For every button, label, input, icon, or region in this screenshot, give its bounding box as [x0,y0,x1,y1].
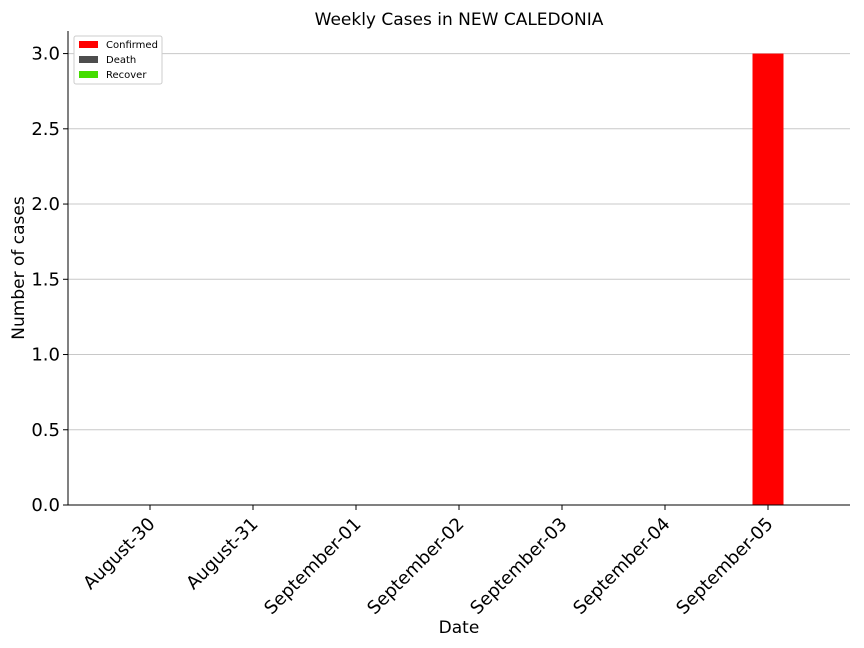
y-tick-label: 2.0 [31,194,60,215]
chart-title: Weekly Cases in NEW CALEDONIA [315,10,604,30]
legend: Confirmed Death Recover [73,35,163,85]
y-tick-label: 2.5 [31,119,60,140]
x-tick-label: September-01 [260,514,365,619]
legend-label-recover: Recover [106,70,147,81]
bars [752,53,784,505]
y-tick-label: 3.0 [31,44,60,65]
bar-confirmed [752,53,784,505]
legend-label-confirmed: Confirmed [106,40,158,51]
legend-label-death: Death [106,55,136,66]
y-ticks: 0.0 0.5 1.0 1.5 2.0 2.5 3.0 [31,44,68,516]
x-ticks: August-30 August-31September-01September-… [79,505,778,619]
x-tick-label: September-05 [672,514,777,619]
y-tick-label: 0.0 [31,495,60,516]
legend-swatch-confirmed [79,41,98,48]
x-tick-label: August-30 [79,514,159,594]
y-tick-label: 0.5 [31,420,60,441]
grid [68,53,850,431]
y-tick-label: 1.5 [31,269,60,290]
x-tick-label: September-02 [363,514,468,619]
x-tick-label: August-31 [182,514,262,594]
legend-swatch-death [79,56,98,63]
x-tick-label: September-04 [569,514,674,619]
y-axis-label: Number of cases [9,196,29,340]
x-axis-label: Date [439,618,480,638]
x-tick-label: September-03 [466,514,571,619]
legend-swatch-recover [79,71,98,78]
y-tick-label: 1.0 [31,345,60,366]
